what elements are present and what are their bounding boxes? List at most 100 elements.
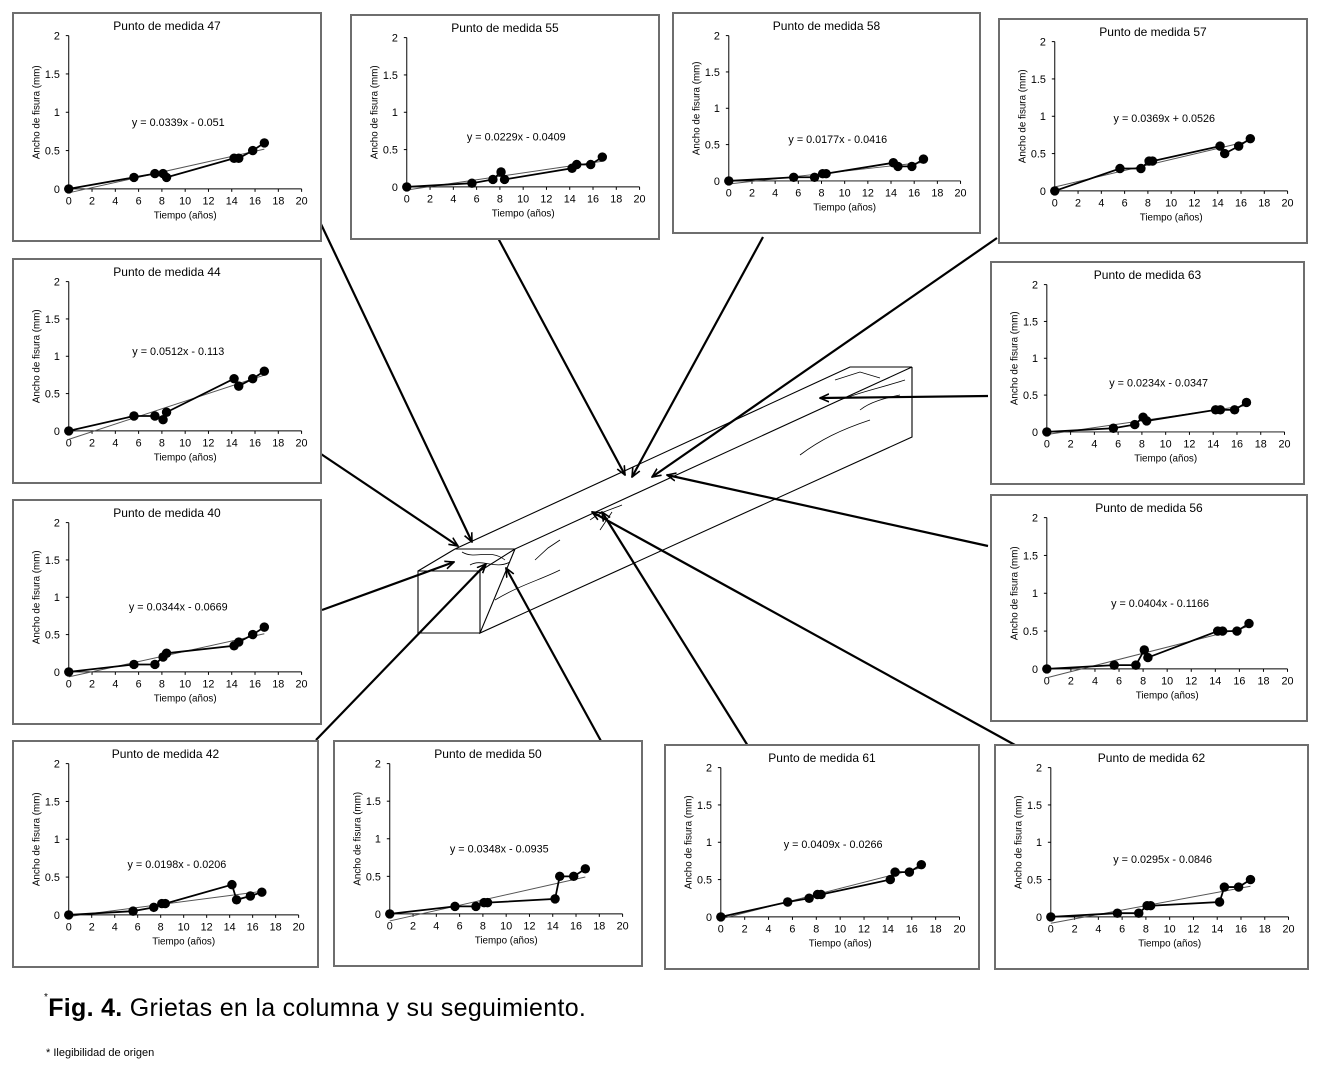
data-point — [161, 407, 172, 417]
chart-panel: Punto de medida 63 0 2 4 6 8 10 12 14 16 18 20 0 0.5 1… — [990, 261, 1305, 485]
data-point — [257, 887, 267, 897]
y-tick-label: 0.5 — [45, 146, 60, 158]
x-tick-label: 0 — [66, 922, 72, 934]
chart-title: Punto de medida 62 — [1097, 751, 1206, 765]
y-tick-label: 1 — [54, 592, 60, 604]
y-tick-label: 0.5 — [705, 140, 720, 152]
y-tick-label: 1.5 — [45, 69, 60, 81]
trend-equation: y = 0.0177x - 0.0416 — [788, 134, 887, 146]
data-point — [231, 895, 242, 905]
data-point — [1147, 156, 1158, 166]
data-point — [234, 381, 244, 391]
y-tick-label: 2 — [54, 277, 60, 289]
x-tick-label: 10 — [1160, 439, 1172, 451]
x-tick-label: 2 — [427, 194, 433, 206]
y-tick-label: 2 — [1032, 280, 1038, 292]
data-point — [259, 138, 270, 148]
y-tick-label: 1.5 — [697, 800, 712, 812]
data-point — [1115, 163, 1125, 174]
trend-equation: y = 0.0512x - 0.113 — [132, 346, 224, 358]
y-tick-label: 0.5 — [1027, 875, 1042, 887]
data-point — [150, 411, 160, 421]
x-tick-label: 4 — [1095, 924, 1101, 936]
y-tick-label: 0.5 — [1023, 626, 1038, 638]
chart-title: Punto de medida 57 — [1099, 25, 1207, 39]
y-tick-label: 1 — [1036, 837, 1042, 849]
data-point — [64, 426, 74, 436]
x-tick-label: 14 — [226, 679, 238, 691]
chart-plot: 0 2 4 6 8 10 12 14 16 18 20 0 0.5 1 1.5 2 Tiempo (años) A… — [31, 518, 307, 705]
data-point — [245, 891, 256, 901]
y-axis-label: Ancho de fisura (mm) — [1009, 546, 1020, 640]
x-axis-label: Tiempo (años) — [1140, 212, 1203, 223]
data-point — [1134, 908, 1144, 918]
data-point — [893, 161, 903, 172]
data-point — [450, 901, 460, 912]
arrow-12 — [592, 511, 1016, 746]
y-tick-label: 1.5 — [45, 314, 60, 326]
chart-panel: Punto de medida 56 0 2 4 6 8 10 12 14 16 18 20 0 0.5 1… — [990, 494, 1308, 722]
y-tick-label: 2 — [1032, 513, 1038, 525]
y-tick-label: 1 — [54, 107, 60, 119]
y-tick-label: 2 — [706, 763, 712, 775]
data-point — [597, 152, 608, 162]
x-tick-label: 2 — [1072, 924, 1078, 936]
x-tick-label: 0 — [726, 188, 732, 200]
x-tick-label: 12 — [862, 188, 874, 200]
data-point — [161, 648, 172, 658]
x-tick-label: 20 — [293, 922, 305, 934]
data-point — [782, 897, 793, 907]
caption-label: Fig. 4. — [48, 994, 123, 1022]
y-axis-label: Ancho de fisura (mm) — [31, 550, 42, 644]
data-point — [64, 667, 74, 677]
trend-equation: y = 0.0198x - 0.0206 — [127, 859, 226, 871]
trend-equation: y = 0.0409x - 0.0266 — [784, 839, 883, 851]
data-point — [572, 159, 582, 170]
y-tick-label: 1.5 — [383, 70, 398, 82]
x-axis-label: Tiempo (años) — [154, 210, 217, 221]
y-tick-label: 0.5 — [45, 630, 60, 642]
chart-panel: Punto de medida 42 0 2 4 6 8 10 12 14 16 18 20 0 0.5 1… — [12, 740, 319, 968]
data-point — [64, 910, 74, 920]
x-tick-label: 8 — [159, 438, 165, 450]
data-point — [1215, 405, 1226, 415]
data-point — [1042, 664, 1052, 674]
chart-plot: 0 2 4 6 8 10 12 14 16 18 20 0 0.5 1 1.5 2 Tiempo (años) A… — [31, 31, 307, 222]
x-tick-label: 8 — [818, 188, 824, 200]
x-tick-label: 18 — [930, 924, 942, 936]
data-point — [585, 159, 596, 170]
x-tick-label: 2 — [1068, 439, 1074, 451]
y-axis-label: Ancho de fisura (mm) — [369, 65, 380, 159]
y-tick-label: 1 — [706, 837, 712, 849]
x-tick-label: 16 — [587, 194, 599, 206]
y-axis-label: Ancho de fisura (mm) — [31, 309, 42, 403]
data-point — [580, 864, 591, 874]
x-tick-label: 10 — [179, 679, 191, 691]
arrow-8 — [667, 475, 989, 548]
x-tick-label: 14 — [226, 196, 238, 208]
y-axis-label: Ancho de fisura (mm) — [1017, 69, 1028, 163]
x-tick-label: 16 — [1235, 198, 1247, 210]
data-point — [1108, 423, 1119, 433]
x-tick-label: 14 — [547, 921, 559, 933]
x-tick-label: 0 — [66, 679, 72, 691]
y-tick-label: 2 — [54, 31, 60, 43]
chart-plot: 0 2 4 6 8 10 12 14 16 18 20 0 0.5 1 1.5 2 Tiempo (años) A… — [683, 763, 965, 950]
chart-panel: Punto de medida 40 0 2 4 6 8 10 12 14 16 18 20 0 0.5 1… — [12, 499, 322, 725]
column-front-face — [478, 367, 913, 635]
y-tick-label: 1 — [375, 834, 381, 846]
x-tick-label: 16 — [570, 921, 582, 933]
arrow-3 — [631, 236, 764, 477]
x-axis-label: Tiempo (años) — [492, 208, 555, 219]
data-point — [259, 622, 270, 632]
y-tick-label: 1 — [54, 351, 60, 363]
chart-title: Punto de medida 42 — [111, 747, 220, 761]
y-tick-label: 2 — [714, 31, 720, 43]
trend-equation: y = 0.0229x - 0.0409 — [467, 132, 566, 144]
arrow-4 — [652, 237, 998, 477]
x-tick-label: 12 — [202, 438, 214, 450]
y-tick-label: 0 — [375, 909, 381, 921]
data-point — [234, 637, 244, 647]
data-point — [816, 889, 826, 900]
x-tick-label: 0 — [1052, 198, 1058, 210]
